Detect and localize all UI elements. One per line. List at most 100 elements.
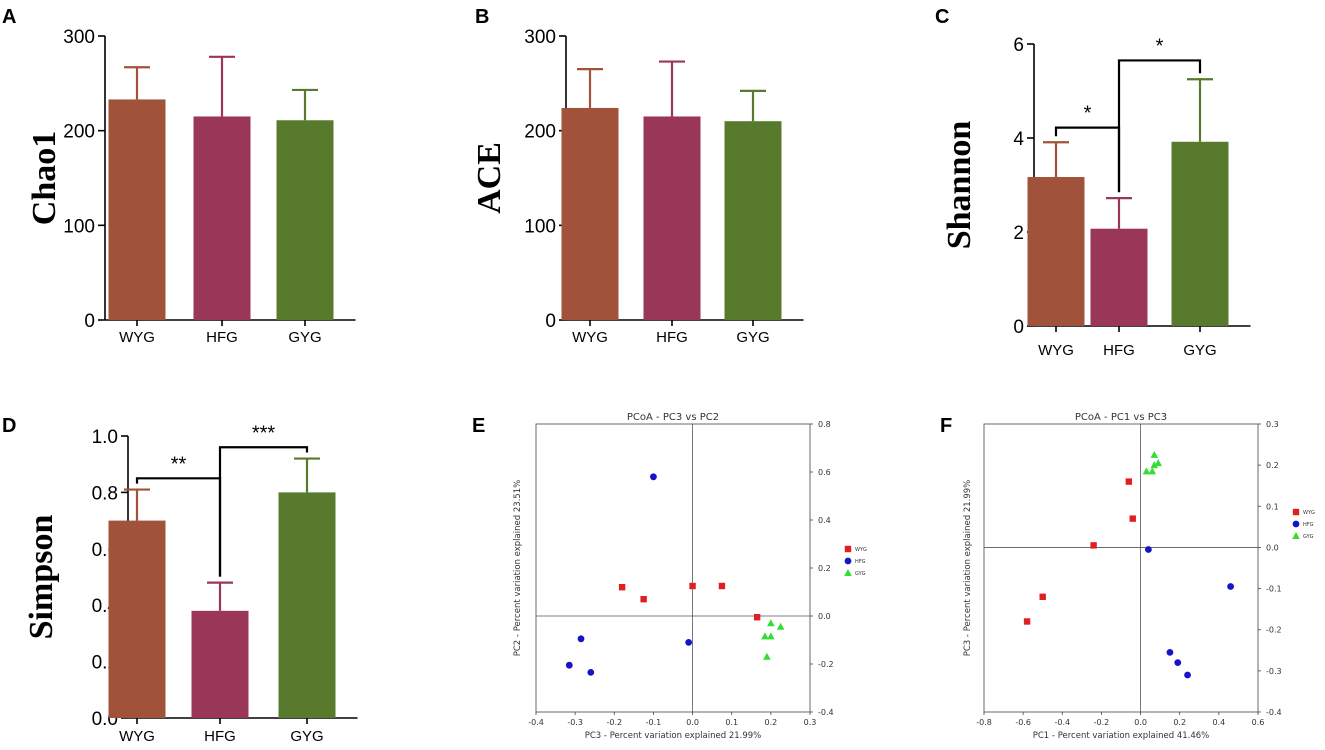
legend-marker-HFG (1292, 520, 1300, 528)
legend-label-WYG: WYG (1303, 510, 1315, 516)
y-tick-label: 0.6 (818, 468, 831, 477)
x-category-label: GYG (288, 329, 321, 346)
chart-title: PCoA - PC1 vs PC3 (1075, 412, 1167, 423)
significance-bracket (1117, 59, 1202, 193)
legend-marker-HFG (844, 557, 852, 565)
bar-GYG (1171, 141, 1229, 326)
y-tick-label: 200 (524, 122, 556, 143)
x-tick-label: 0.6 (1252, 718, 1265, 727)
x-tick-label: 0.0 (1134, 718, 1147, 727)
point-GYG (1148, 467, 1157, 475)
significance-label: *** (252, 422, 276, 444)
x-tick-label: 0.0 (686, 718, 699, 727)
x-category-label: WYG (1038, 342, 1074, 359)
y-tick-label: -0.4 (1266, 708, 1282, 717)
panel-letter: B (475, 6, 489, 28)
y-tick-label: 0.8 (818, 420, 831, 429)
point-HFG (1184, 671, 1191, 679)
chart-title: PCoA - PC3 vs PC2 (627, 412, 719, 423)
point-HFG (565, 661, 573, 669)
x-tick-label: -0.1 (646, 718, 662, 727)
x-tick-label: 0.3 (804, 718, 817, 727)
point-WYG (1129, 515, 1136, 522)
y-tick-label: 100 (63, 216, 95, 237)
y-tick-label: 0.4 (818, 516, 831, 525)
point-HFG (650, 473, 657, 481)
legend-label-WYG: WYG (855, 547, 867, 553)
point-GYG (1142, 467, 1151, 475)
point-GYG (767, 619, 775, 627)
point-WYG (718, 582, 726, 590)
point-GYG (1150, 450, 1159, 458)
point-HFG (577, 635, 585, 643)
panel-B: B ACE 0 100 200 300 WYG HFG GYG (471, 6, 804, 346)
significance-label: * (1156, 35, 1164, 57)
x-category-label: GYG (290, 728, 323, 745)
panel-F: F PCoA - PC1 vs PC3 -0.8 -0.6 -0.4 -0.2 0.0 0.2… (940, 412, 1315, 741)
x-tick-label: -0.6 (1015, 718, 1031, 727)
y-tick-label: 300 (63, 27, 95, 48)
y-tick-label: 300 (524, 27, 556, 48)
y-axis-label: Chao1 (26, 131, 63, 225)
panel-C: C Shannon 0 2 4 6 WYG HFG GYG * * (935, 6, 1251, 359)
y-tick-label: 0.3 (1266, 420, 1279, 429)
bar-GYG (276, 120, 334, 321)
x-tick-label: 0.4 (1212, 718, 1225, 727)
point-HFG (1166, 648, 1174, 656)
x-category-label: WYG (572, 329, 608, 346)
x-category-label: HFG (656, 329, 688, 346)
y-axis-label: PC3 - Percent variation explained 21.99% (963, 480, 973, 656)
panel-letter: F (940, 415, 952, 437)
x-category-label: HFG (206, 329, 238, 346)
x-category-label: HFG (204, 728, 236, 745)
plot-frame (983, 423, 1259, 713)
x-tick-label: -0.4 (528, 718, 544, 727)
x-tick-label: -0.8 (976, 718, 992, 727)
x-tick-label: 0.2 (764, 718, 777, 727)
panel-letter: A (2, 6, 16, 28)
significance-bracket (218, 446, 309, 577)
x-category-label: GYG (1183, 342, 1216, 359)
y-tick-label: 0.2 (818, 564, 831, 573)
x-tick-label: -0.2 (606, 718, 622, 727)
y-tick-label: 0.2 (1266, 461, 1279, 470)
y-axis-label: Simpson (23, 515, 60, 640)
y-tick-label: 0.1 (1266, 502, 1279, 511)
bar-HFG (191, 610, 249, 718)
point-GYG (1154, 459, 1162, 467)
panel-letter: D (2, 415, 16, 437)
point-HFG (1145, 546, 1152, 553)
significance-label: * (1084, 103, 1092, 125)
x-tick-label: 0.1 (725, 718, 738, 727)
point-GYG (776, 622, 785, 630)
y-tick-label: -0.2 (818, 660, 834, 669)
significance-label: ** (171, 453, 187, 475)
x-category-label: WYG (119, 329, 155, 346)
panel-E: E PCoA - PC3 vs PC2 -0.4 -0.3 -0.2 -0.1 0.0 0.1… (472, 412, 867, 741)
bar-HFG (643, 116, 701, 320)
y-axis-label: ACE (471, 142, 508, 214)
panel-letter: C (935, 6, 949, 28)
point-HFG (587, 669, 595, 676)
y-tick-label: 4 (1013, 129, 1024, 150)
point-WYG (1039, 593, 1046, 600)
point-WYG (640, 596, 647, 603)
y-tick-label: 0.0 (818, 612, 831, 621)
y-tick-label: 0 (545, 311, 556, 332)
y-tick-label: -0.4 (818, 708, 834, 717)
legend-marker-WYG (844, 545, 852, 553)
point-WYG (689, 582, 696, 590)
x-axis-label: PC3 - Percent variation explained 21.99% (585, 731, 761, 741)
bar-HFG (1090, 228, 1148, 326)
y-tick-label: 2 (1013, 223, 1024, 244)
y-axis-label: Shannon (941, 121, 978, 250)
x-category-label: WYG (119, 728, 155, 745)
bar-HFG (193, 116, 251, 320)
x-category-label: HFG (1103, 342, 1135, 359)
point-GYG (763, 652, 771, 660)
y-tick-label: 1.0 (92, 427, 118, 448)
x-tick-label: -0.3 (567, 718, 583, 727)
point-HFG (685, 639, 693, 646)
